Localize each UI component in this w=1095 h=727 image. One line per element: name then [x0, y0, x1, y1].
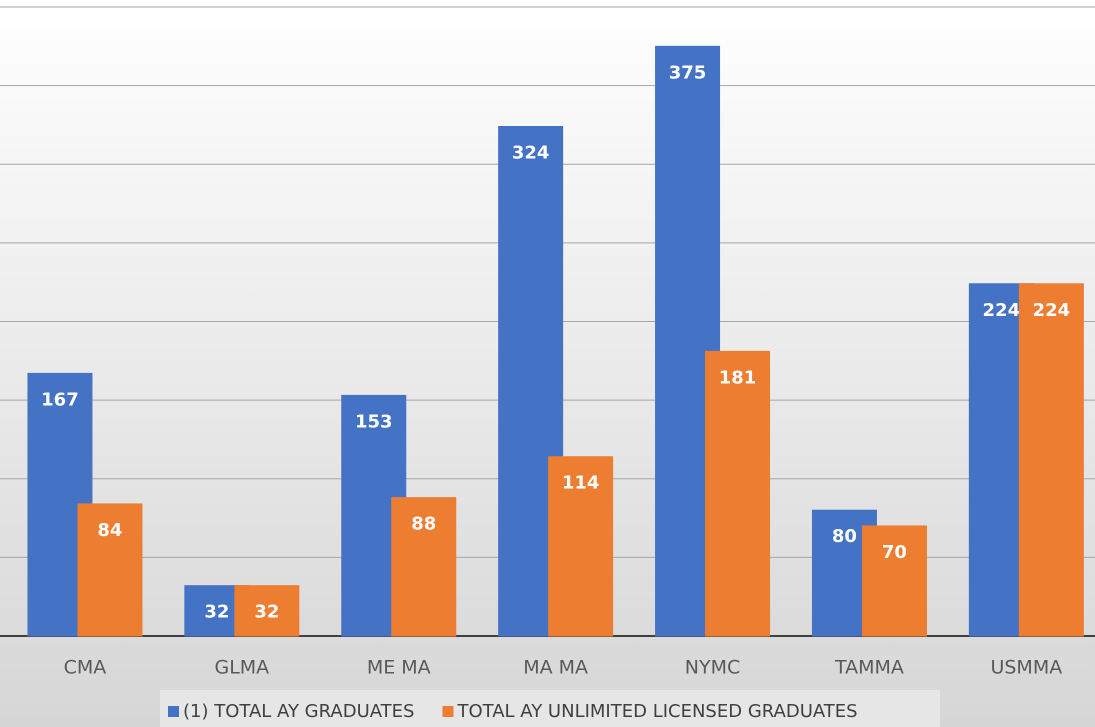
bar	[77, 503, 143, 637]
legend-label: (1) TOTAL AY GRADUATES	[183, 701, 414, 722]
data-label: 84	[97, 520, 122, 541]
data-label: 153	[355, 411, 393, 432]
x-tick-label: USMMA	[990, 657, 1062, 679]
bar	[391, 497, 457, 637]
bar	[1018, 283, 1084, 637]
bar	[548, 456, 614, 637]
x-tick-label: TAMMA	[834, 657, 904, 679]
x-tick-label: CMA	[64, 657, 107, 679]
data-label: 32	[204, 602, 229, 623]
data-label: 167	[41, 389, 79, 410]
x-tick-label: ME MA	[367, 657, 431, 679]
legend-swatch	[168, 706, 179, 717]
data-label: 114	[562, 473, 600, 494]
data-label: 324	[512, 143, 550, 164]
legend-swatch	[442, 706, 454, 717]
bar	[705, 350, 771, 637]
legend-label: TOTAL AY UNLIMITED LICENSED GRADUATES	[456, 701, 857, 722]
data-label: 224	[1033, 300, 1071, 321]
data-label: 181	[719, 367, 757, 388]
legend-box	[160, 690, 940, 727]
x-tick-label: NYMC	[685, 657, 740, 679]
data-label: 70	[882, 542, 907, 563]
bar	[234, 585, 300, 637]
x-tick-label: GLMA	[214, 657, 269, 679]
x-tick-label: MA MA	[523, 657, 588, 679]
data-label: 80	[832, 526, 857, 547]
data-label: 32	[254, 602, 279, 623]
data-label: 375	[669, 62, 707, 83]
bar	[861, 525, 927, 637]
data-label: 88	[411, 514, 436, 535]
data-label: 224	[983, 300, 1021, 321]
